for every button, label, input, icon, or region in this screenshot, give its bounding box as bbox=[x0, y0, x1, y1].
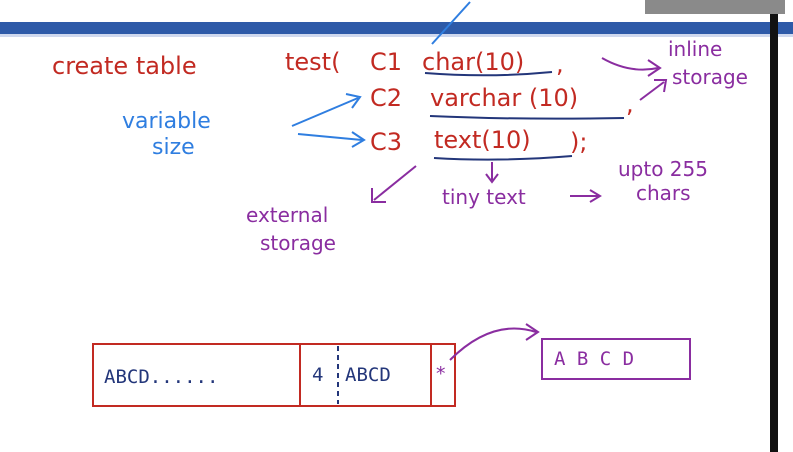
tiny-text-label: tiny text bbox=[442, 185, 526, 209]
inline-label-line2: storage bbox=[672, 65, 748, 89]
pointer-symbol: * bbox=[435, 363, 446, 385]
external-block bbox=[541, 338, 691, 380]
top-arrow-line bbox=[431, 1, 471, 45]
row-layout-diagram: ABCD...... 4 ABCD * bbox=[92, 343, 456, 407]
row-outline bbox=[92, 343, 456, 407]
external-label-line1: external bbox=[246, 203, 328, 227]
arrow-to-tinytext-head bbox=[485, 173, 499, 184]
char-underline bbox=[424, 71, 553, 77]
webcam-thumbnail bbox=[645, 0, 785, 14]
arrow-to-c2 bbox=[291, 97, 359, 127]
external-label-line2: storage bbox=[260, 231, 336, 255]
varchar-type: varchar (10) bbox=[430, 84, 578, 112]
upto-label-line2: chars bbox=[636, 181, 691, 205]
table-declaration: test( bbox=[285, 48, 340, 76]
arrow-varchar-to-inline-head bbox=[654, 79, 668, 93]
varchar-cell: ABCD bbox=[345, 364, 391, 386]
arrow-varchar-to-inline bbox=[639, 81, 665, 101]
header-band bbox=[0, 22, 793, 34]
external-block-content: A B C D bbox=[554, 348, 634, 370]
top-strip bbox=[0, 0, 793, 22]
right-edge-bar bbox=[770, 14, 778, 452]
arrow-char-to-inline-head bbox=[647, 59, 662, 77]
pointer-arrow-head bbox=[525, 323, 540, 341]
arrow-to-c3 bbox=[297, 133, 363, 141]
column-c3: C3 bbox=[370, 128, 402, 156]
fixed-char-cell: ABCD...... bbox=[104, 366, 218, 388]
arrow-tinytext-to-upto-head bbox=[589, 189, 602, 203]
text-type: text(10) bbox=[434, 126, 531, 154]
pointer-arrow bbox=[449, 327, 537, 361]
variable-label-line2: size bbox=[152, 135, 195, 160]
c2-comma: , bbox=[626, 90, 634, 118]
header-band-shadow bbox=[0, 34, 793, 37]
inline-label-line1: inline bbox=[668, 37, 722, 61]
char-type: char(10) bbox=[422, 48, 524, 76]
arrow-to-external bbox=[373, 165, 417, 201]
closing-paren: ); bbox=[570, 128, 587, 156]
c1-comma: , bbox=[556, 50, 564, 78]
varchar-underline bbox=[429, 115, 625, 120]
length-prefix: 4 bbox=[312, 364, 323, 386]
arrow-to-c2-head bbox=[345, 93, 362, 109]
arrow-to-c3-head bbox=[351, 131, 366, 148]
create-table-keyword: create table bbox=[52, 52, 197, 80]
arrow-to-external-head bbox=[371, 188, 386, 203]
variable-label-line1: variable bbox=[122, 109, 211, 134]
text-underline bbox=[433, 155, 573, 161]
column-c1: C1 bbox=[370, 48, 402, 76]
column-c2: C2 bbox=[370, 84, 402, 112]
arrow-char-to-inline bbox=[601, 57, 659, 71]
upto-label-line1: upto 255 bbox=[618, 157, 708, 181]
